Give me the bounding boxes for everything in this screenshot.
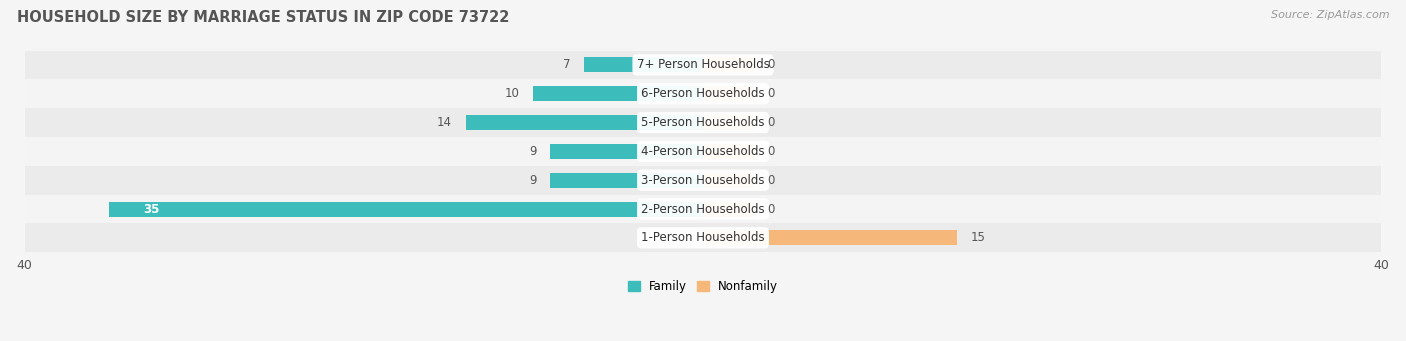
Bar: [703, 202, 754, 217]
Text: 7+ Person Households: 7+ Person Households: [637, 58, 769, 72]
Bar: [533, 86, 703, 101]
Bar: [703, 144, 754, 159]
Bar: [25, 195, 1381, 223]
Bar: [25, 166, 1381, 195]
Text: 4-Person Households: 4-Person Households: [641, 145, 765, 158]
Text: 9: 9: [529, 145, 537, 158]
Bar: [25, 137, 1381, 166]
Text: 2-Person Households: 2-Person Households: [641, 203, 765, 216]
Text: 0: 0: [768, 203, 775, 216]
Bar: [703, 230, 957, 245]
Text: 9: 9: [529, 174, 537, 187]
Text: HOUSEHOLD SIZE BY MARRIAGE STATUS IN ZIP CODE 73722: HOUSEHOLD SIZE BY MARRIAGE STATUS IN ZIP…: [17, 10, 509, 25]
Bar: [550, 173, 703, 188]
Bar: [703, 173, 754, 188]
Text: 10: 10: [505, 87, 520, 100]
Text: 14: 14: [437, 116, 451, 129]
Text: Source: ZipAtlas.com: Source: ZipAtlas.com: [1271, 10, 1389, 20]
Text: 35: 35: [143, 203, 160, 216]
Text: 0: 0: [768, 87, 775, 100]
Text: 7: 7: [564, 58, 571, 72]
Bar: [550, 144, 703, 159]
Text: 0: 0: [768, 58, 775, 72]
Bar: [703, 57, 754, 72]
Bar: [110, 202, 703, 217]
Bar: [465, 115, 703, 130]
Bar: [585, 57, 703, 72]
Text: 0: 0: [768, 145, 775, 158]
Text: 1-Person Households: 1-Person Households: [641, 231, 765, 244]
Text: 5-Person Households: 5-Person Households: [641, 116, 765, 129]
Bar: [703, 86, 754, 101]
Bar: [25, 108, 1381, 137]
Bar: [25, 79, 1381, 108]
Text: 6-Person Households: 6-Person Households: [641, 87, 765, 100]
Bar: [703, 115, 754, 130]
Text: 0: 0: [768, 174, 775, 187]
Bar: [25, 50, 1381, 79]
Text: 3-Person Households: 3-Person Households: [641, 174, 765, 187]
Text: 15: 15: [972, 231, 986, 244]
Legend: Family, Nonfamily: Family, Nonfamily: [628, 280, 778, 293]
Bar: [25, 223, 1381, 252]
Text: 0: 0: [768, 116, 775, 129]
